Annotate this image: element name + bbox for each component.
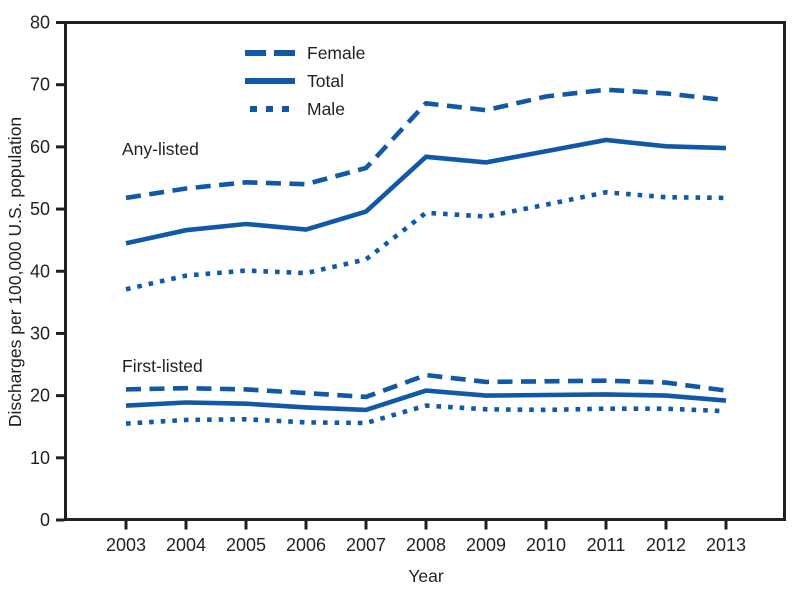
annotation-any-listed: Any-listed — [122, 139, 199, 159]
y-tick-label: 80 — [30, 13, 50, 33]
y-tick-label: 60 — [30, 137, 50, 157]
line-first-listed-male — [125, 403, 727, 426]
x-tick-label: 2013 — [706, 535, 746, 555]
y-tick-label: 10 — [30, 448, 50, 468]
legend-item-female: Female — [245, 39, 365, 67]
plot-frame — [64, 21, 786, 521]
legend-label-male: Male — [307, 98, 345, 119]
y-tick-label: 20 — [30, 386, 50, 406]
x-tick-label: 2004 — [166, 535, 206, 555]
x-tick-label: 2010 — [526, 535, 566, 555]
y-tick-label: 40 — [30, 261, 50, 281]
line-first-listed-total — [125, 388, 727, 413]
x-tick-label: 2012 — [646, 535, 686, 555]
y-tick-label: 30 — [30, 323, 50, 343]
legend-label-total: Total — [307, 70, 344, 91]
x-tick-label: 2009 — [466, 535, 506, 555]
y-tick-label: 70 — [30, 75, 50, 95]
legend-item-total: Total — [245, 67, 365, 95]
male-dotted-line-icon — [250, 106, 290, 112]
x-tick-label: 2003 — [106, 535, 146, 555]
line-any-listed-total — [125, 137, 727, 246]
line-any-listed-female — [125, 87, 727, 201]
y-tick-label: 0 — [40, 510, 50, 530]
y-axis-title: Discharges per 100,000 U.S. population — [5, 116, 25, 428]
line-first-listed-female — [125, 372, 727, 400]
x-tick-label: 2011 — [587, 535, 626, 555]
x-tick-label: 2008 — [406, 535, 446, 555]
legend-label-female: Female — [307, 42, 366, 63]
x-axis-title: Year — [408, 566, 444, 586]
female-dashed-line-icon — [245, 50, 295, 56]
x-tick-label: 2007 — [346, 535, 386, 555]
y-tick-label: 50 — [30, 199, 50, 219]
line-any-listed-male — [125, 189, 727, 292]
x-tick-label: 2006 — [286, 535, 326, 555]
total-solid-line-icon — [245, 78, 295, 84]
legend: Female Total Male — [245, 39, 365, 123]
legend-item-male: Male — [245, 95, 365, 123]
annotation-first-listed: First-listed — [122, 356, 203, 376]
x-tick-label: 2005 — [226, 535, 266, 555]
